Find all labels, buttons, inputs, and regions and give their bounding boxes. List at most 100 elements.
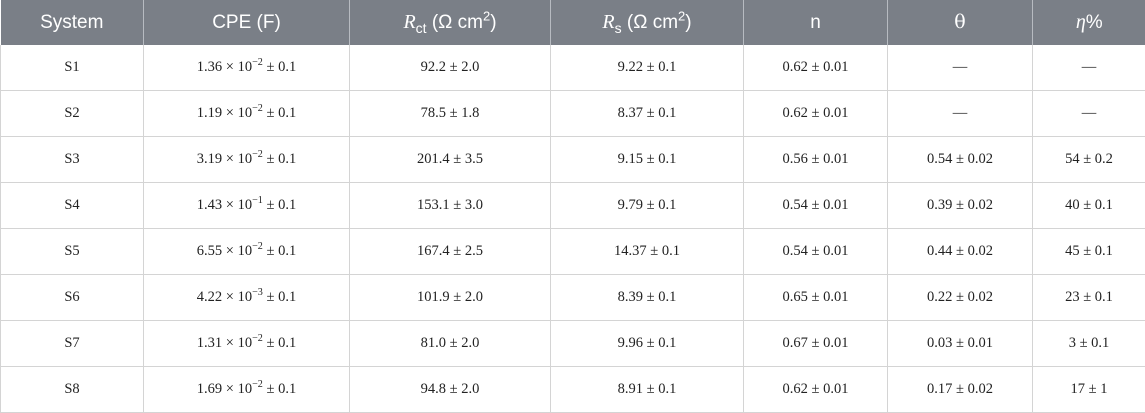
cell-rs: 9.79 ± 0.1 <box>551 183 744 229</box>
cell-n: 0.62 ± 0.01 <box>744 91 888 137</box>
cell-theta: — <box>888 91 1033 137</box>
cell-theta: 0.17 ± 0.02 <box>888 367 1033 413</box>
cell-n: 0.62 ± 0.01 <box>744 45 888 91</box>
cell-eta: 3 ± 0.1 <box>1033 321 1145 367</box>
cpe-mantissa: 1.31 × 10 <box>197 335 252 351</box>
cell-theta: 0.44 ± 0.02 <box>888 229 1033 275</box>
cell-rct: 92.2 ± 2.0 <box>350 45 551 91</box>
cell-eta: 45 ± 0.1 <box>1033 229 1145 275</box>
cell-rct: 81.0 ± 2.0 <box>350 321 551 367</box>
cell-eta: 17 ± 1 <box>1033 367 1145 413</box>
cpe-error: ± 0.1 <box>263 197 296 213</box>
cell-rct: 78.5 ± 1.8 <box>350 91 551 137</box>
cpe-exponent: −2 <box>252 379 263 390</box>
cell-eta: 23 ± 0.1 <box>1033 275 1145 321</box>
header-row: System CPE (F) Rct (Ω cm2) Rs (Ω cm2) n … <box>1 0 1145 45</box>
cpe-error: ± 0.1 <box>263 151 296 167</box>
cell-rs: 8.37 ± 0.1 <box>551 91 744 137</box>
cell-rs: 9.15 ± 0.1 <box>551 137 744 183</box>
cpe-exponent: −2 <box>252 57 263 68</box>
cell-cpe: 4.22 × 10−3 ± 0.1 <box>144 275 350 321</box>
cpe-mantissa: 1.36 × 10 <box>197 59 252 75</box>
header-eta: η% <box>1033 0 1145 45</box>
table-header: System CPE (F) Rct (Ω cm2) Rs (Ω cm2) n … <box>1 0 1145 45</box>
header-rct-symbol: R <box>403 11 415 33</box>
header-n-label: n <box>810 12 821 33</box>
header-theta-label: θ <box>954 11 965 33</box>
cpe-mantissa: 1.69 × 10 <box>197 381 252 397</box>
cell-n: 0.54 ± 0.01 <box>744 183 888 229</box>
cpe-error: ± 0.1 <box>263 335 296 351</box>
header-eta-percent: % <box>1086 12 1103 33</box>
cell-cpe: 3.19 × 10−2 ± 0.1 <box>144 137 350 183</box>
header-rs: Rs (Ω cm2) <box>551 0 744 45</box>
cpe-exponent: −2 <box>252 333 263 344</box>
header-rs-subscript: s <box>615 20 622 36</box>
cell-cpe: 1.31 × 10−2 ± 0.1 <box>144 321 350 367</box>
cpe-error: ± 0.1 <box>263 289 296 305</box>
header-theta: θ <box>888 0 1033 45</box>
cell-eta: 40 ± 0.1 <box>1033 183 1145 229</box>
cell-system: S3 <box>1 137 144 183</box>
cell-n: 0.54 ± 0.01 <box>744 229 888 275</box>
cell-n: 0.56 ± 0.01 <box>744 137 888 183</box>
header-cpe-label: CPE (F) <box>212 12 281 33</box>
cell-eta: — <box>1033 91 1145 137</box>
cell-theta: 0.03 ± 0.01 <box>888 321 1033 367</box>
header-rct-unit-close: ) <box>490 12 496 33</box>
cell-rct: 167.4 ± 2.5 <box>350 229 551 275</box>
cpe-error: ± 0.1 <box>263 105 296 121</box>
cell-rs: 14.37 ± 0.1 <box>551 229 744 275</box>
cell-system: S7 <box>1 321 144 367</box>
cpe-mantissa: 6.55 × 10 <box>197 243 252 259</box>
cpe-exponent: −1 <box>252 195 263 206</box>
cell-rct: 201.4 ± 3.5 <box>350 137 551 183</box>
header-rs-symbol: R <box>602 11 614 33</box>
header-n: n <box>744 0 888 45</box>
cell-cpe: 6.55 × 10−2 ± 0.1 <box>144 229 350 275</box>
header-rs-unit-close: ) <box>685 12 691 33</box>
cpe-error: ± 0.1 <box>263 59 296 75</box>
cell-rct: 153.1 ± 3.0 <box>350 183 551 229</box>
header-rct-subscript: ct <box>416 20 427 36</box>
cpe-exponent: −3 <box>252 287 263 298</box>
cell-eta: — <box>1033 45 1145 91</box>
cell-rct: 101.9 ± 2.0 <box>350 275 551 321</box>
cpe-exponent: −2 <box>252 241 263 252</box>
cell-rs: 9.22 ± 0.1 <box>551 45 744 91</box>
cell-n: 0.65 ± 0.01 <box>744 275 888 321</box>
cpe-mantissa: 1.43 × 10 <box>197 197 252 213</box>
cell-system: S2 <box>1 91 144 137</box>
cpe-exponent: −2 <box>252 103 263 114</box>
header-rct: Rct (Ω cm2) <box>350 0 551 45</box>
cell-theta: 0.39 ± 0.02 <box>888 183 1033 229</box>
cell-theta: — <box>888 45 1033 91</box>
cpe-error: ± 0.1 <box>263 243 296 259</box>
cell-eta: 54 ± 0.2 <box>1033 137 1145 183</box>
cell-system: S8 <box>1 367 144 413</box>
cpe-mantissa: 1.19 × 10 <box>197 105 252 121</box>
cell-system: S1 <box>1 45 144 91</box>
cell-system: S5 <box>1 229 144 275</box>
cell-rct: 94.8 ± 2.0 <box>350 367 551 413</box>
cell-system: S6 <box>1 275 144 321</box>
cell-theta: 0.22 ± 0.02 <box>888 275 1033 321</box>
cpe-error: ± 0.1 <box>263 381 296 397</box>
header-cpe: CPE (F) <box>144 0 350 45</box>
cell-theta: 0.54 ± 0.02 <box>888 137 1033 183</box>
cpe-mantissa: 4.22 × 10 <box>197 289 252 305</box>
cell-n: 0.67 ± 0.01 <box>744 321 888 367</box>
cell-cpe: 1.36 × 10−2 ± 0.1 <box>144 45 350 91</box>
header-eta-symbol: η <box>1076 11 1086 33</box>
cell-cpe: 1.43 × 10−1 ± 0.1 <box>144 183 350 229</box>
